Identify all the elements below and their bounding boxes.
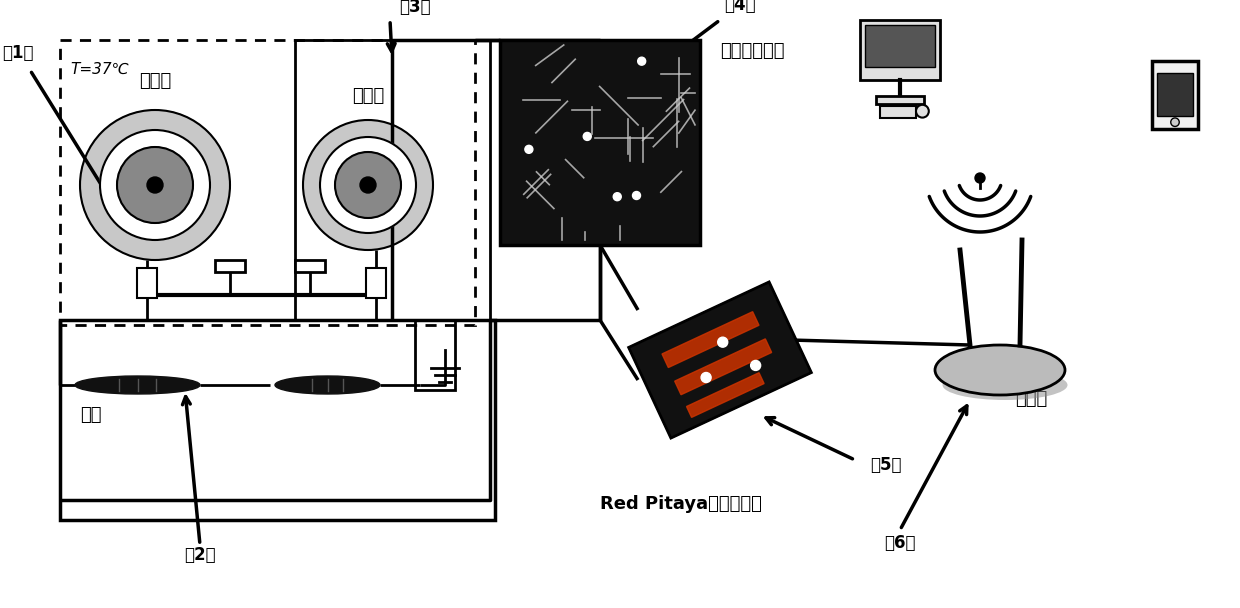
Circle shape <box>100 130 210 240</box>
Bar <box>500 40 701 245</box>
Text: 对照仓: 对照仓 <box>352 87 384 105</box>
Circle shape <box>117 147 193 223</box>
Ellipse shape <box>942 370 1068 400</box>
Bar <box>1157 73 1193 116</box>
Bar <box>136 268 157 298</box>
Bar <box>875 96 924 104</box>
Bar <box>215 260 246 272</box>
Circle shape <box>632 192 641 199</box>
Ellipse shape <box>275 376 379 394</box>
Text: Red Pitaya开源控制器: Red Pitaya开源控制器 <box>600 495 761 513</box>
Polygon shape <box>629 282 811 438</box>
Circle shape <box>701 373 711 382</box>
Circle shape <box>525 145 533 153</box>
Bar <box>866 25 935 67</box>
Circle shape <box>81 110 229 260</box>
Text: （4）: （4） <box>724 0 756 14</box>
Circle shape <box>975 173 985 183</box>
Bar <box>415 320 455 390</box>
Bar <box>60 320 495 520</box>
Text: 检测仓: 检测仓 <box>139 72 171 90</box>
Text: （1）: （1） <box>2 44 33 62</box>
Bar <box>880 106 916 117</box>
Text: （5）: （5） <box>870 456 901 474</box>
Ellipse shape <box>935 345 1065 395</box>
Text: （6）: （6） <box>884 534 916 552</box>
Bar <box>60 40 475 325</box>
Circle shape <box>614 193 621 201</box>
Bar <box>366 268 386 298</box>
Ellipse shape <box>74 376 200 394</box>
Circle shape <box>335 152 401 218</box>
Bar <box>1152 61 1198 129</box>
Circle shape <box>148 177 162 193</box>
Text: T=37℃: T=37℃ <box>69 62 129 77</box>
Bar <box>295 260 325 272</box>
Circle shape <box>360 177 376 193</box>
Text: 路由器: 路由器 <box>1016 390 1048 408</box>
Circle shape <box>320 137 415 233</box>
Circle shape <box>916 105 929 117</box>
Circle shape <box>718 337 728 347</box>
Bar <box>861 20 940 80</box>
Circle shape <box>750 361 760 370</box>
Text: （3）: （3） <box>399 0 430 16</box>
Text: 锁相放大电路: 锁相放大电路 <box>720 42 785 60</box>
Text: （2）: （2） <box>185 546 216 564</box>
Polygon shape <box>687 373 764 417</box>
Circle shape <box>1171 118 1179 126</box>
Circle shape <box>303 120 433 250</box>
Polygon shape <box>662 312 759 368</box>
Polygon shape <box>675 339 771 395</box>
Bar <box>295 40 490 320</box>
Circle shape <box>637 57 646 65</box>
Circle shape <box>583 133 591 140</box>
Text: 电阻: 电阻 <box>81 406 102 424</box>
